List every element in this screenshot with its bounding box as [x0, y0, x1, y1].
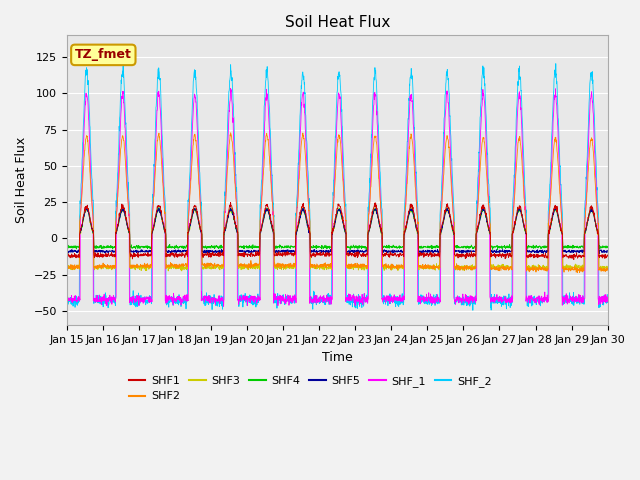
- SHF4: [353, 243, 361, 249]
- SHF2: [353, 262, 361, 267]
- Title: Soil Heat Flux: Soil Heat Flux: [285, 15, 390, 30]
- Y-axis label: Soil Heat Flux: Soil Heat Flux: [15, 137, 28, 223]
- SHF5: [346, 252, 354, 257]
- SHF4: [494, 247, 502, 252]
- SHF3: [604, 264, 611, 270]
- SHF1: [214, 251, 221, 256]
- SHF3: [178, 268, 186, 274]
- SHF_2: [469, 307, 477, 313]
- SHF_2: [63, 295, 70, 300]
- SHF5: [556, 224, 564, 230]
- SHF5: [353, 249, 361, 255]
- SHF_1: [227, 85, 234, 91]
- SHF5: [572, 248, 579, 253]
- SHF1: [495, 252, 502, 258]
- SHF3: [572, 261, 579, 267]
- Line: SHF_2: SHF_2: [67, 64, 607, 310]
- SHF5: [604, 248, 611, 253]
- SHF_2: [214, 303, 221, 309]
- SHF2: [556, 192, 564, 197]
- SHF_1: [572, 294, 579, 300]
- Line: SHF3: SHF3: [67, 207, 607, 271]
- SHF_1: [604, 299, 611, 305]
- X-axis label: Time: Time: [322, 350, 353, 363]
- SHF_2: [556, 163, 564, 169]
- SHF1: [365, 228, 372, 234]
- SHF5: [495, 249, 502, 255]
- SHF_2: [552, 61, 559, 67]
- SHF2: [63, 266, 70, 272]
- SHF1: [604, 253, 611, 259]
- SHF_1: [365, 210, 372, 216]
- SHF3: [495, 264, 502, 270]
- SHF2: [214, 261, 221, 267]
- SHF4: [365, 229, 372, 235]
- SHF4: [214, 245, 221, 251]
- SHF2: [227, 130, 234, 136]
- SHF2: [572, 266, 579, 272]
- SHF1: [572, 252, 579, 258]
- SHF1: [556, 221, 564, 227]
- SHF2: [604, 267, 611, 273]
- SHF2: [495, 266, 502, 272]
- SHF3: [556, 224, 564, 230]
- SHF_2: [495, 294, 502, 300]
- SHF_1: [63, 298, 70, 303]
- SHF_1: [220, 303, 227, 309]
- SHF4: [63, 243, 70, 249]
- SHF1: [570, 257, 578, 263]
- SHF4: [495, 244, 502, 250]
- SHF_2: [365, 208, 372, 214]
- SHF4: [155, 204, 163, 210]
- SHF1: [63, 252, 70, 258]
- SHF4: [604, 244, 611, 250]
- Legend: SHF1, SHF2, SHF3, SHF4, SHF5, SHF_1, SHF_2: SHF1, SHF2, SHF3, SHF4, SHF5, SHF_1, SHF…: [124, 372, 496, 406]
- SHF_2: [353, 293, 360, 299]
- SHF_2: [604, 292, 611, 298]
- SHF_1: [495, 298, 502, 304]
- SHF1: [227, 200, 234, 205]
- SHF5: [63, 247, 70, 253]
- Line: SHF_1: SHF_1: [67, 88, 607, 306]
- SHF4: [572, 244, 579, 250]
- SHF4: [556, 225, 564, 231]
- SHF_1: [214, 298, 221, 303]
- SHF3: [63, 264, 70, 270]
- SHF2: [573, 270, 581, 276]
- SHF_1: [353, 294, 361, 300]
- SHF5: [227, 205, 234, 211]
- Line: SHF4: SHF4: [67, 207, 607, 250]
- Line: SHF5: SHF5: [67, 208, 607, 254]
- SHF5: [214, 249, 221, 254]
- SHF3: [365, 230, 372, 236]
- SHF2: [365, 211, 372, 217]
- Text: TZ_fmet: TZ_fmet: [75, 48, 132, 61]
- SHF3: [353, 265, 361, 271]
- SHF3: [479, 204, 487, 210]
- SHF_1: [556, 187, 564, 193]
- SHF5: [365, 228, 372, 234]
- SHF3: [214, 263, 221, 268]
- SHF1: [353, 251, 361, 256]
- Line: SHF1: SHF1: [67, 203, 607, 260]
- Line: SHF2: SHF2: [67, 133, 607, 273]
- SHF_2: [572, 294, 579, 300]
